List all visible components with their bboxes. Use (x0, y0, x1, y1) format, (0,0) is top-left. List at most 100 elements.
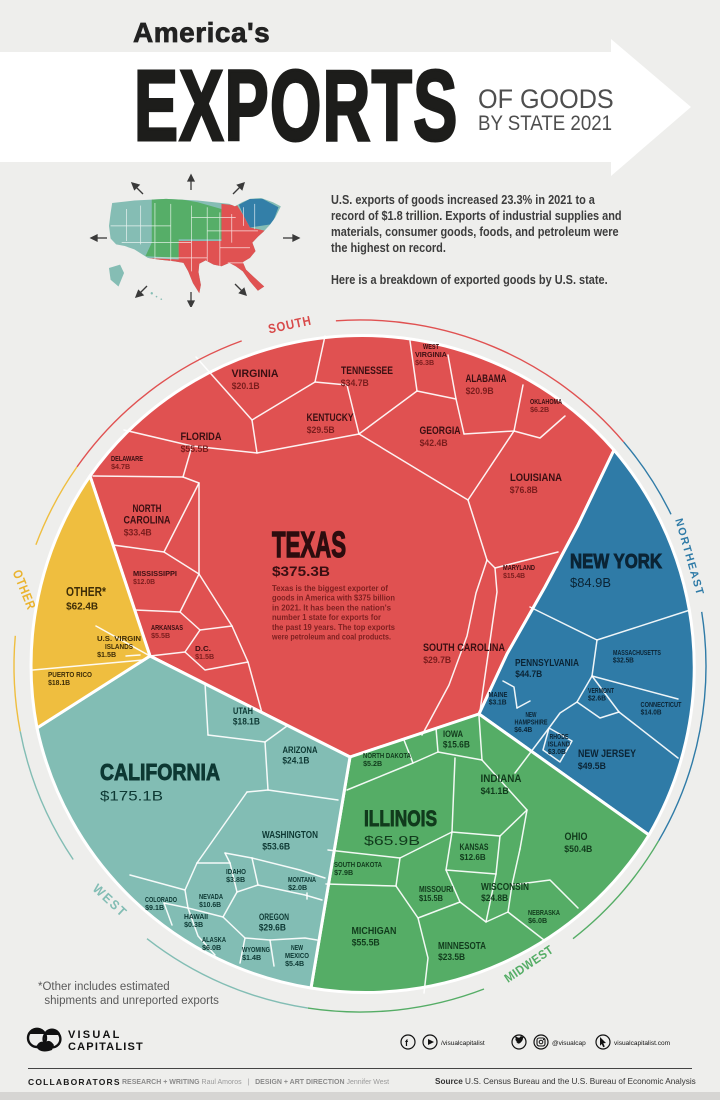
svg-text:OHIO: OHIO (565, 831, 588, 843)
svg-text:$6.4B: $6.4B (514, 727, 532, 734)
svg-text:ARIZONA: ARIZONA (283, 745, 318, 756)
svg-text:VERMONT: VERMONT (588, 688, 615, 695)
svg-text:TENNESSEE: TENNESSEE (341, 365, 393, 377)
svg-text:$12.0B: $12.0B (133, 577, 156, 586)
svg-text:$76.8B: $76.8B (510, 485, 538, 496)
svg-text:NORTH: NORTH (133, 503, 162, 515)
svg-text:KANSAS: KANSAS (460, 842, 489, 852)
svg-text:$10.6B: $10.6B (199, 900, 222, 909)
svg-text:$44.7B: $44.7B (515, 669, 542, 679)
svg-text:$14.0B: $14.0B (641, 710, 662, 717)
svg-text:$0.3B: $0.3B (184, 920, 204, 929)
svg-text:$6.0B: $6.0B (528, 916, 548, 925)
svg-text:$24.1B: $24.1B (282, 755, 309, 765)
svg-text:LOUISIANA: LOUISIANA (510, 472, 562, 484)
svg-text:$62.4B: $62.4B (66, 601, 98, 613)
svg-text:$18.1B: $18.1B (233, 716, 260, 726)
svg-text:PENNSYLVANIA: PENNSYLVANIA (515, 658, 579, 669)
svg-text:WASHINGTON: WASHINGTON (262, 829, 318, 841)
svg-text:NORTH DAKOTA: NORTH DAKOTA (363, 751, 411, 760)
svg-text:MISSISSIPPI: MISSISSIPPI (133, 569, 177, 578)
svg-text:SOUTH: SOUTH (267, 313, 313, 337)
svg-text:CONNECTICUT: CONNECTICUT (641, 702, 683, 709)
svg-text:WISCONSIN: WISCONSIN (481, 882, 529, 893)
svg-text:$12.6B: $12.6B (460, 852, 486, 862)
svg-text:$41.1B: $41.1B (481, 786, 509, 797)
svg-text:NEW: NEW (526, 712, 537, 719)
svg-text:MARYLAND: MARYLAND (503, 563, 535, 572)
svg-text:$53.6B: $53.6B (262, 842, 290, 853)
svg-text:$15.5B: $15.5B (419, 894, 443, 903)
svg-text:$1.4B: $1.4B (242, 953, 262, 962)
svg-text:$9.1B: $9.1B (145, 903, 165, 912)
svg-text:HAWAII: HAWAII (184, 912, 208, 921)
svg-text:were petroleum and coal produc: were petroleum and coal products. (271, 632, 391, 642)
svg-text:DELAWARE: DELAWARE (111, 454, 143, 463)
svg-text:NEVADA: NEVADA (199, 892, 223, 901)
svg-text:OTHER: OTHER (10, 568, 40, 613)
svg-text:NEW JERSEY: NEW JERSEY (578, 748, 637, 760)
svg-text:$32.5B: $32.5B (613, 658, 634, 665)
svg-text:ARKANSAS: ARKANSAS (151, 623, 183, 632)
svg-text:SOUTH DAKOTA: SOUTH DAKOTA (334, 860, 382, 869)
svg-text:IDAHO: IDAHO (226, 867, 246, 876)
svg-text:ILLINOIS: ILLINOIS (364, 806, 437, 831)
svg-text:WYOMING: WYOMING (242, 945, 270, 954)
svg-text:FLORIDA: FLORIDA (181, 431, 222, 443)
svg-text:$18.1B: $18.1B (48, 678, 71, 687)
svg-text:OKLAHOMA: OKLAHOMA (530, 397, 562, 406)
svg-text:$6.0B: $6.0B (202, 943, 222, 952)
svg-text:MICHIGAN: MICHIGAN (352, 925, 397, 937)
svg-text:$33.4B: $33.4B (124, 528, 152, 539)
svg-text:$7.9B: $7.9B (334, 868, 354, 877)
svg-text:$20.9B: $20.9B (466, 386, 494, 397)
svg-text:SOUTH CAROLINA: SOUTH CAROLINA (423, 642, 505, 654)
svg-text:$23.5B: $23.5B (438, 952, 465, 962)
svg-text:NEW: NEW (291, 943, 304, 952)
svg-text:HAMPSHIRE: HAMPSHIRE (515, 719, 548, 726)
svg-text:OREGON: OREGON (259, 912, 289, 923)
svg-text:MASSACHUSETTS: MASSACHUSETTS (613, 650, 661, 657)
svg-text:COLORADO: COLORADO (145, 895, 177, 904)
svg-text:NEW YORK: NEW YORK (570, 551, 662, 573)
svg-text:ALABAMA: ALABAMA (466, 373, 507, 385)
svg-text:$29.5B: $29.5B (307, 425, 335, 436)
svg-text:MINNESOTA: MINNESOTA (438, 941, 486, 952)
svg-text:$6.2B: $6.2B (530, 405, 550, 414)
svg-text:MONTANA: MONTANA (288, 875, 316, 884)
svg-text:GEORGIA: GEORGIA (420, 425, 461, 437)
svg-text:IOWA: IOWA (443, 729, 463, 740)
svg-text:TEXAS: TEXAS (272, 524, 346, 565)
svg-text:UTAH: UTAH (233, 706, 253, 717)
svg-text:$1.5B: $1.5B (195, 652, 215, 661)
svg-text:$42.4B: $42.4B (420, 438, 448, 449)
svg-text:ISLANDS: ISLANDS (105, 642, 133, 651)
svg-text:$24.8B: $24.8B (481, 893, 508, 903)
svg-text:U.S. VIRGIN: U.S. VIRGIN (97, 634, 141, 643)
svg-text:$55.5B: $55.5B (352, 938, 380, 949)
svg-text:the past 19 years. The top exp: the past 19 years. The top exports (272, 622, 395, 632)
svg-text:NEBRASKA: NEBRASKA (528, 908, 560, 917)
svg-text:$49.5B: $49.5B (578, 761, 606, 772)
svg-text:D.C.: D.C. (195, 644, 211, 653)
svg-text:Texas is the biggest exporter: Texas is the biggest exporter of (272, 583, 388, 593)
svg-text:WEST: WEST (423, 342, 439, 351)
svg-text:$29.7B: $29.7B (423, 655, 451, 666)
svg-text:$375.3B: $375.3B (272, 563, 330, 579)
svg-text:$50.4B: $50.4B (564, 844, 592, 855)
svg-text:ISLAND: ISLAND (548, 741, 570, 748)
svg-text:visualcapitalist.com: visualcapitalist.com (614, 1040, 670, 1047)
svg-text:$6.3B: $6.3B (415, 358, 435, 367)
svg-text:OTHER*: OTHER* (66, 585, 106, 599)
svg-text:$175.1B: $175.1B (100, 787, 163, 803)
svg-text:VISUAL: VISUAL (68, 1029, 122, 1041)
svg-text:ALASKA: ALASKA (202, 935, 226, 944)
svg-text:MISSOURI: MISSOURI (419, 885, 453, 894)
svg-text:$15.6B: $15.6B (443, 739, 470, 749)
svg-text:goods in America with $375 bil: goods in America with $375 billion (272, 593, 395, 603)
svg-text:CALIFORNIA: CALIFORNIA (100, 759, 220, 785)
svg-text:$3.8B: $3.8B (226, 875, 246, 884)
svg-text:$5.4B: $5.4B (285, 959, 305, 968)
svg-text:PUERTO RICO: PUERTO RICO (48, 670, 92, 679)
svg-text:f: f (405, 1038, 409, 1048)
